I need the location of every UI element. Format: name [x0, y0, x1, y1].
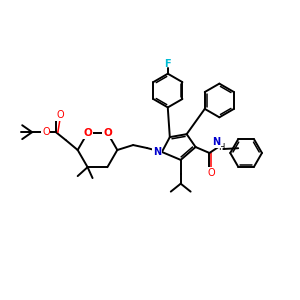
Text: H: H	[218, 142, 224, 152]
Text: O: O	[208, 168, 215, 178]
Text: N: N	[212, 137, 220, 147]
Text: F: F	[164, 59, 171, 69]
Text: O: O	[56, 110, 64, 120]
Text: N: N	[153, 147, 161, 157]
Text: O: O	[103, 128, 112, 138]
Text: O: O	[83, 128, 92, 138]
Text: O: O	[42, 127, 50, 137]
